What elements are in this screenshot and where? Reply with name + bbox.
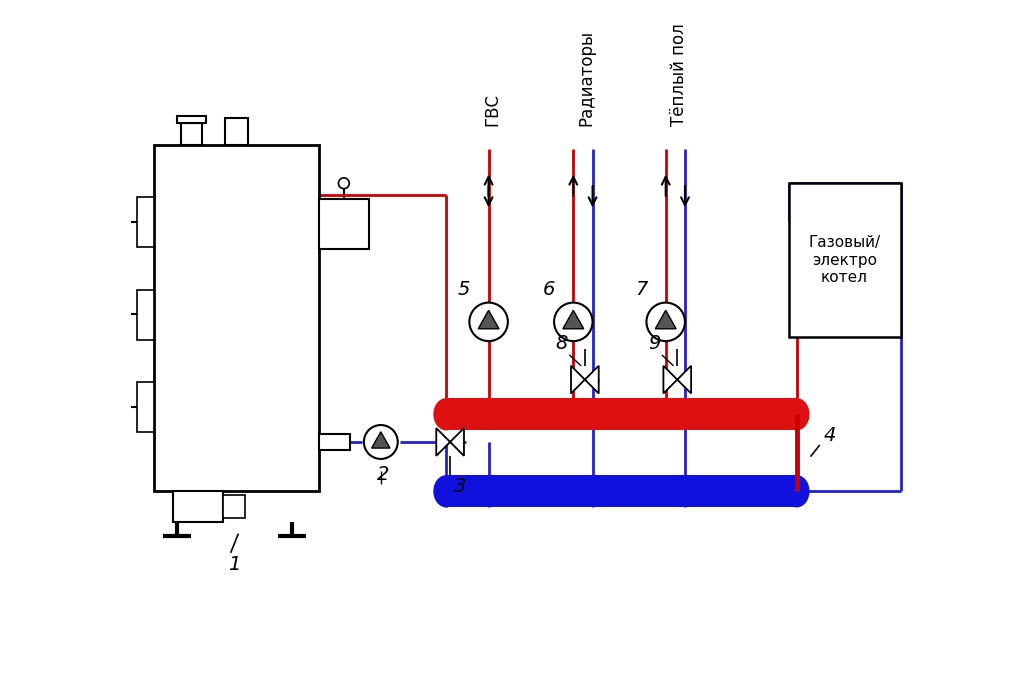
Circle shape (469, 303, 508, 341)
Bar (137, 290, 154, 340)
Ellipse shape (783, 475, 810, 507)
Polygon shape (478, 310, 499, 328)
Ellipse shape (433, 475, 459, 507)
Bar (137, 382, 154, 432)
Text: 2: 2 (377, 466, 389, 484)
Bar (137, 197, 154, 247)
Ellipse shape (783, 398, 810, 430)
Polygon shape (563, 310, 584, 328)
Bar (788, 183, 900, 337)
Circle shape (449, 441, 452, 444)
Circle shape (676, 378, 679, 381)
Bar (223, 495, 245, 518)
Circle shape (364, 425, 397, 459)
Bar (446, 475, 797, 507)
Bar (446, 398, 797, 430)
Polygon shape (571, 366, 585, 394)
Polygon shape (664, 366, 677, 394)
Text: 6: 6 (543, 280, 555, 299)
Bar (319, 434, 350, 450)
Polygon shape (655, 310, 676, 328)
Text: 8: 8 (556, 334, 568, 353)
Polygon shape (372, 432, 390, 448)
Text: Тёплый пол: Тёплый пол (670, 23, 688, 125)
Text: 3: 3 (454, 477, 466, 496)
Text: 1: 1 (228, 555, 241, 574)
Circle shape (554, 303, 593, 341)
Polygon shape (451, 428, 464, 456)
Bar (224, 118, 248, 145)
Text: ГВС: ГВС (483, 92, 502, 125)
Bar (154, 145, 319, 491)
Bar (177, 116, 206, 123)
Bar (319, 199, 370, 249)
Bar (173, 491, 223, 522)
Circle shape (646, 303, 685, 341)
Text: 4: 4 (823, 426, 836, 445)
Text: 5: 5 (458, 280, 470, 299)
Polygon shape (585, 366, 599, 394)
Text: Газовый/
электро
котел: Газовый/ электро котел (808, 236, 881, 285)
Text: 7: 7 (635, 280, 647, 299)
Ellipse shape (433, 398, 459, 430)
Polygon shape (436, 428, 451, 456)
Circle shape (584, 378, 587, 381)
Text: 9: 9 (648, 334, 660, 353)
Polygon shape (677, 366, 691, 394)
Text: Радиаторы: Радиаторы (578, 29, 595, 125)
Circle shape (339, 178, 349, 188)
Bar (180, 123, 202, 145)
